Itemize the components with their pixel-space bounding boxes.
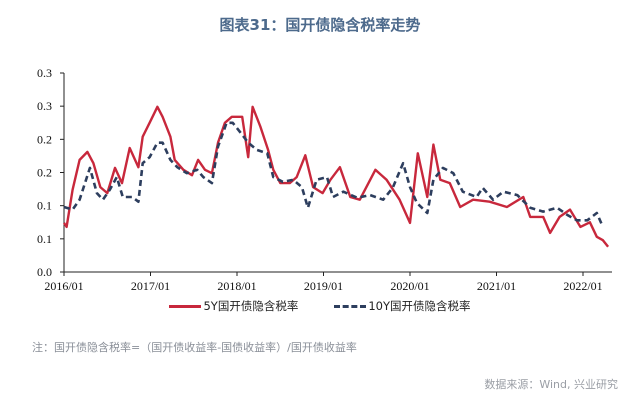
chart-note: 注：国开债隐含税率=（国开债收益率-国债收益率）/国开债收益率 [32, 341, 357, 354]
legend: 5Y国开债隐含税率 10Y国开债隐含税率 [0, 298, 640, 314]
legend-swatch-5y [169, 304, 202, 308]
y-tick-label: 0.1 [37, 199, 52, 213]
series-group [62, 105, 610, 248]
series-line-5y [62, 105, 610, 248]
x-tick-label: 2021/01 [477, 279, 516, 293]
x-tick-label: 2020/01 [390, 279, 429, 293]
chart-title: 图表31：国开债隐含税率走势 [219, 16, 421, 34]
y-tick-label: 0.3 [37, 99, 52, 113]
legend-label-10y: 10Y国开债隐含税率 [368, 299, 471, 313]
y-tick-label: 0.3 [37, 66, 52, 80]
series-line-10y [63, 121, 605, 228]
x-tick-label: 2016/01 [44, 279, 83, 293]
legend-label-5y: 5Y国开债隐含税率 [203, 299, 299, 313]
data-source: 数据来源：Wind, 兴业研究 [484, 378, 618, 391]
x-tick-label: 2018/01 [217, 279, 256, 293]
legend-item-10y: 10Y国开债隐含税率 [334, 298, 471, 314]
y-tick-label: 0.0 [37, 265, 52, 279]
y-tick-label: 0.1 [37, 232, 52, 246]
x-tick-label: 2022/01 [563, 279, 602, 293]
y-tick-label: 0.2 [37, 166, 52, 180]
y-tick-label: 0.2 [37, 132, 52, 146]
legend-item-5y: 5Y国开债隐含税率 [169, 298, 298, 314]
legend-swatch-10y [334, 304, 367, 308]
x-tick-label: 2017/01 [131, 279, 170, 293]
axes: 0.0 0.1 0.1 0.2 0.2 0.3 0.3 2016/01 2017/01 2018/… [37, 66, 612, 293]
x-tick-label: 2019/01 [304, 279, 343, 293]
